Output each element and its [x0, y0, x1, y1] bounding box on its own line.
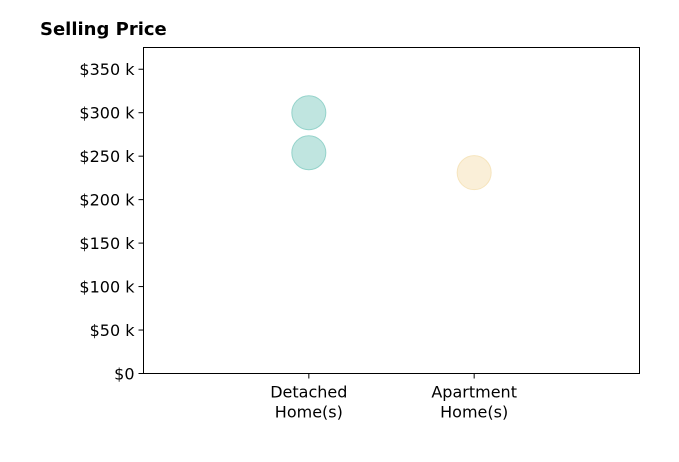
y-tick-label: $0	[114, 365, 134, 384]
data-points	[291, 95, 492, 191]
plot-area	[143, 47, 640, 374]
x-tick-label: Apartment Home(s)	[431, 383, 517, 422]
y-tick-label: $200 k	[79, 191, 135, 210]
y-axis: $0 $50 k $100 k $150 k $200 k $250 k $300 k $35…	[79, 60, 144, 384]
y-tick-label: $150 k	[79, 234, 135, 253]
data-point-s1-p0	[456, 155, 492, 191]
y-tick-label: $100 k	[79, 278, 135, 297]
y-tick-label: $50 k	[90, 321, 136, 340]
y-tick-label: $300 k	[79, 104, 135, 123]
chart-title: Selling Price	[40, 19, 167, 40]
x-tick-label: Detached Home(s)	[270, 383, 347, 422]
x-axis: Detached Home(s) Apartment Home(s)	[270, 373, 517, 422]
y-tick-label: $350 k	[79, 60, 135, 79]
y-tick-label: $250 k	[79, 147, 135, 166]
data-point-s0-p0	[291, 95, 327, 131]
data-point-s0-p1	[291, 135, 327, 171]
